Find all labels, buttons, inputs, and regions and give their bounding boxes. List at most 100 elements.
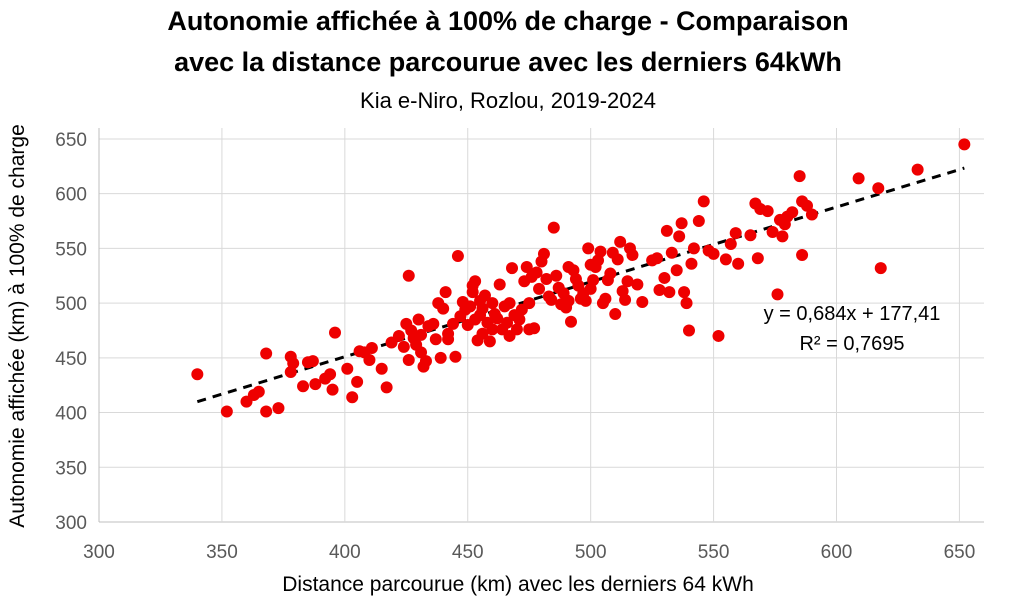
data-point — [680, 297, 693, 310]
data-point — [751, 252, 764, 265]
data-point — [621, 275, 634, 288]
data-point — [609, 308, 622, 321]
data-point — [729, 227, 742, 240]
data-point — [675, 217, 688, 230]
data-point — [582, 242, 595, 255]
data-point — [594, 245, 607, 258]
data-point — [272, 402, 285, 415]
data-point — [503, 297, 516, 310]
data-point — [852, 172, 865, 185]
data-point — [346, 391, 359, 404]
data-point — [306, 355, 319, 368]
data-point — [761, 205, 774, 218]
data-point — [513, 313, 526, 326]
x-tick-label: 550 — [698, 542, 730, 563]
data-point — [491, 312, 504, 325]
x-tick-label: 300 — [83, 542, 115, 563]
data-point — [685, 257, 698, 270]
data-point — [363, 354, 376, 367]
data-point — [537, 247, 550, 260]
data-point — [911, 163, 924, 176]
data-point — [287, 357, 300, 370]
y-tick-label: 350 — [55, 458, 87, 479]
data-point — [874, 262, 887, 275]
data-point — [744, 229, 757, 242]
tick-labels: 300 350 400 450 500 550 600 650 300 350 400 450 500 5… — [55, 130, 975, 563]
y-tick-label: 600 — [55, 185, 87, 206]
data-point — [486, 323, 499, 336]
data-point — [665, 246, 678, 259]
data-points — [191, 138, 971, 418]
data-point — [550, 269, 563, 282]
y-tick-label: 650 — [55, 130, 87, 151]
data-point — [673, 230, 686, 243]
y-tick-label: 500 — [55, 294, 87, 315]
data-point — [604, 267, 617, 280]
data-point — [805, 208, 818, 221]
data-point — [220, 405, 233, 418]
data-point — [415, 328, 428, 341]
data-point — [392, 329, 405, 342]
data-point — [520, 260, 533, 273]
data-point — [651, 252, 664, 265]
data-point — [658, 271, 671, 284]
data-point — [719, 253, 732, 266]
data-point — [793, 170, 806, 183]
data-point — [510, 323, 523, 336]
data-point — [958, 138, 971, 151]
data-point — [478, 289, 491, 302]
y-tick-label: 450 — [55, 349, 87, 370]
data-point — [427, 317, 440, 330]
data-point — [579, 294, 592, 307]
data-point — [476, 327, 489, 340]
data-point — [626, 248, 639, 261]
data-point — [776, 230, 789, 243]
data-point — [528, 322, 541, 335]
data-point — [434, 351, 447, 364]
data-point — [614, 235, 627, 248]
data-point — [429, 333, 442, 346]
data-point — [631, 278, 644, 291]
data-point — [611, 253, 624, 266]
data-point — [402, 269, 415, 282]
x-tick-label: 450 — [452, 542, 484, 563]
data-point — [697, 195, 710, 208]
data-point — [419, 355, 432, 368]
data-point — [412, 313, 425, 326]
data-point — [732, 257, 745, 270]
data-point — [506, 262, 518, 275]
data-point — [683, 324, 695, 337]
data-point — [547, 221, 560, 234]
chart-title-line-1: Autonomie affichée à 100% de charge - Co… — [167, 6, 848, 36]
x-axis-label: Distance parcourue (km) avec les dernier… — [282, 573, 754, 596]
data-point — [402, 354, 415, 367]
data-point — [260, 347, 273, 360]
data-point — [439, 286, 452, 299]
data-point — [493, 278, 506, 291]
gridlines — [98, 128, 984, 523]
data-point — [707, 247, 720, 260]
data-point — [324, 368, 337, 381]
data-point — [678, 286, 691, 299]
data-point — [309, 378, 322, 391]
data-point — [724, 238, 737, 251]
data-point — [442, 333, 455, 346]
x-tick-label: 400 — [329, 542, 361, 563]
data-point — [801, 199, 813, 212]
data-point — [447, 317, 459, 330]
data-point — [437, 302, 450, 315]
data-point — [562, 294, 575, 307]
x-tick-label: 350 — [206, 542, 238, 563]
data-point — [619, 293, 632, 306]
chart-title-line-2: avec la distance parcourue avec les dern… — [174, 47, 842, 77]
data-point — [523, 297, 536, 310]
data-point — [663, 286, 676, 299]
data-point — [587, 274, 600, 287]
data-point — [380, 381, 393, 394]
trendline-r-squared: R² = 0,7695 — [799, 333, 904, 355]
data-point — [329, 326, 341, 339]
data-point — [599, 292, 612, 305]
data-point — [501, 316, 514, 329]
x-tick-label: 500 — [575, 542, 607, 563]
